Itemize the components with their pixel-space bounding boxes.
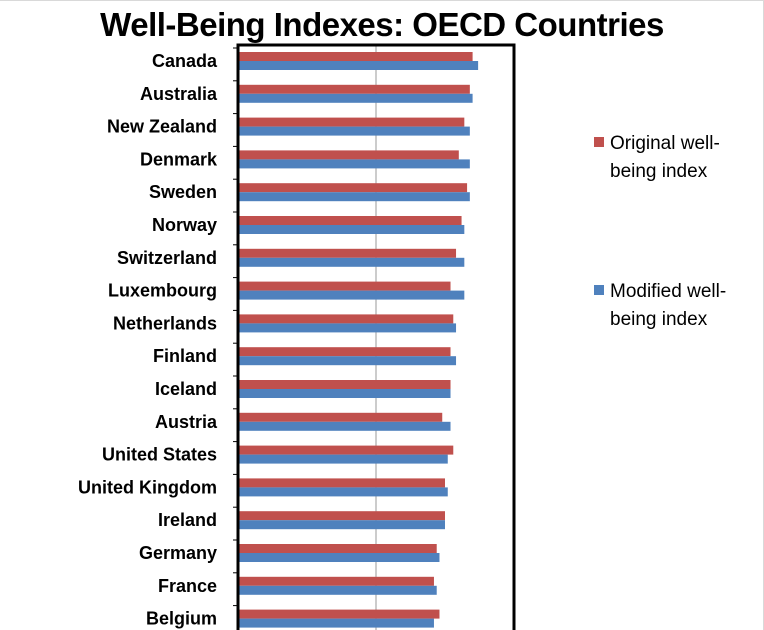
bar-original	[239, 84, 470, 94]
legend-swatch-modified	[594, 285, 604, 295]
bar-original	[239, 511, 445, 521]
bar-modified	[239, 225, 465, 234]
bar-modified	[239, 257, 465, 267]
category-label: Iceland	[155, 379, 217, 399]
plot-area-border	[236, 43, 516, 630]
category-label: Netherlands	[113, 313, 217, 333]
category-label: Germany	[139, 543, 217, 563]
bar-original	[239, 478, 445, 488]
bar-modified	[239, 487, 448, 497]
bar-modified	[239, 421, 451, 431]
bar-modified	[239, 356, 457, 366]
category-label: New Zealand	[107, 117, 217, 137]
category-label: United Kingdom	[78, 477, 217, 497]
category-labels: Canada Australia New Zealand Denmark Sweden N…	[78, 47, 238, 629]
bar-modified	[239, 389, 451, 398]
category-label: Ireland	[158, 510, 217, 530]
bar-original	[239, 576, 434, 586]
bar-modified	[239, 553, 440, 562]
bar-modified	[239, 585, 437, 595]
legend-item-modified: Modified well-being index	[594, 278, 750, 334]
category-label: Switzerland	[117, 248, 217, 268]
bar-original	[239, 52, 473, 61]
bar-original	[239, 609, 440, 619]
bar-modified	[239, 618, 434, 628]
bar-modified	[239, 61, 479, 70]
bar-original	[239, 380, 451, 389]
bar-original	[239, 117, 465, 127]
category-label: Denmark	[140, 149, 218, 169]
bar-original	[239, 281, 451, 291]
bars	[239, 52, 479, 628]
bar-modified	[239, 93, 473, 103]
bar-original	[239, 544, 437, 553]
category-label: Canada	[152, 51, 218, 71]
bar-original	[239, 412, 443, 422]
bar-modified	[239, 323, 457, 333]
bar-modified	[239, 192, 470, 202]
category-label: Belgium	[146, 609, 217, 629]
category-label: Finland	[153, 346, 217, 366]
category-label: Austria	[155, 412, 218, 432]
bar-original	[239, 314, 454, 324]
category-label: United States	[102, 445, 217, 465]
bar-modified	[239, 290, 465, 300]
bar-modified	[239, 126, 470, 136]
bar-modified	[239, 520, 445, 530]
bar-original	[239, 347, 451, 357]
bar-modified	[239, 159, 470, 169]
bar-original	[239, 445, 454, 455]
bar-original	[239, 183, 468, 193]
bar-original	[239, 248, 457, 258]
category-label: Sweden	[149, 182, 217, 202]
category-label: France	[158, 576, 217, 596]
legend-label-modified: Modified well-being index	[610, 281, 727, 330]
bar-modified	[239, 454, 448, 464]
legend-swatch-original	[594, 137, 604, 147]
category-label: Luxembourg	[108, 281, 217, 301]
legend-item-original: Original well-being index	[594, 130, 750, 186]
bar-original	[239, 216, 462, 225]
chart-title: Well-Being Indexes: OECD Countries	[100, 6, 664, 43]
legend-label-original: Original well-being index	[610, 133, 720, 182]
bar-original	[239, 150, 459, 160]
category-label: Australia	[140, 84, 218, 104]
category-label: Norway	[152, 215, 217, 235]
